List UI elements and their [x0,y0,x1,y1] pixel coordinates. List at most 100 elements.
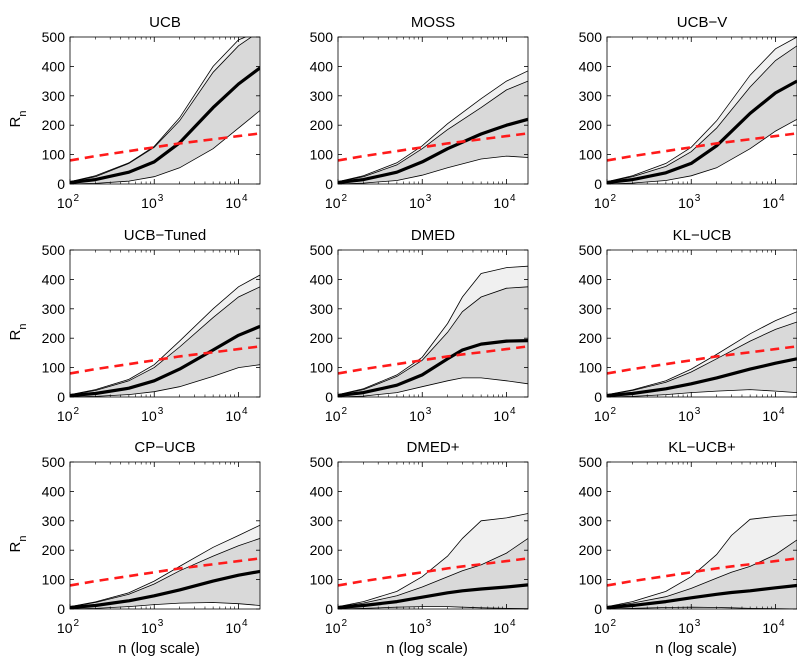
x-tick-label: 103 [141,618,164,636]
quantile-band [338,286,528,397]
x-tick-label: 102 [594,193,617,211]
x-tick-exponent: 2 [74,406,80,417]
y-tick-label: 200 [579,542,603,558]
x-tick-exponent: 2 [342,193,348,204]
line-lower-bound [338,132,528,162]
x-tick-exponent: 3 [158,618,164,629]
plot-area [607,514,797,609]
x-tick-label: 104 [225,618,248,636]
line-q-lo [607,389,797,397]
y-tick-label: 0 [57,601,65,617]
y-tick-label: 300 [42,513,66,529]
plot-area [607,37,797,184]
line-mean-regret [338,117,528,184]
axes-frame [337,249,529,398]
y-tick-label: 100 [310,572,334,588]
line-lower-bound [338,345,528,375]
y-tick-label: 300 [310,513,334,529]
x-tick-exponent: 4 [779,193,785,204]
axes-frame [69,36,261,185]
y-axis-label: Rn [7,536,29,553]
axes-frame [337,36,529,185]
line-lower-bound [607,345,797,375]
x-tick-label: 103 [678,618,701,636]
x-tick-exponent: 3 [426,193,432,204]
x-tick-label: 103 [678,193,701,211]
line-q-hi [70,538,260,607]
axes-frame [606,249,797,398]
y-tick-label: 200 [310,330,334,346]
line-q-hi [70,37,253,182]
y-tick-label: 100 [310,360,334,376]
line-mean-regret [338,583,528,609]
line-mean-regret [607,79,797,184]
panel-dmed: 0 100 200 300 400 500 102 103 104 DMED+ n (log sca… [310,439,529,656]
line-mean-regret [70,569,260,609]
panel-moss: 0 100 200 300 400 500 102 103 104 MOSS [310,14,529,211]
line-max [70,37,247,182]
line-lower-bound [70,132,260,162]
line-q-hi [607,321,797,395]
y-axis-label: Rn [7,111,29,128]
y-tick-label: 400 [579,483,603,499]
line-q-hi [338,80,528,182]
x-tick-exponent: 3 [695,193,701,204]
line-q-lo [338,377,528,397]
y-tick-label: 300 [42,301,66,317]
panel-title: CP−UCB [134,439,195,456]
y-tick-label: 500 [579,454,603,470]
axes-frame [69,249,261,398]
x-tick-label: 104 [493,193,516,211]
y-tick-label: 300 [310,88,334,104]
line-max [338,70,528,182]
outer-band [338,70,528,182]
panel-title: UCB [149,14,181,31]
line-q-lo [70,110,260,184]
y-tick-label: 300 [579,513,603,529]
line-mean-regret [70,324,260,397]
plot-area [70,37,260,184]
x-axis-label: n (log scale) [386,640,468,656]
outer-band [338,266,528,395]
y-tick-label: 100 [579,360,603,376]
x-tick-exponent: 3 [158,193,164,204]
y-tick-label: 200 [579,117,603,133]
plot-area [338,70,528,184]
y-tick-label: 200 [42,542,66,558]
y-tick-label: 400 [42,58,66,74]
y-tick-label: 500 [579,242,603,258]
line-q-hi [338,286,528,395]
y-tick-label: 300 [579,88,603,104]
line-mean-regret [338,339,528,397]
line-mean-regret [607,357,797,397]
y-tick-label: 500 [310,454,334,470]
x-tick-exponent: 2 [611,618,617,629]
outer-band [70,275,260,395]
x-tick-label: 103 [678,406,701,424]
x-axis-label: n (log scale) [655,640,737,656]
y-tick-label: 200 [310,117,334,133]
line-q-lo [70,364,260,397]
line-q-lo [70,602,260,609]
line-max [70,524,260,607]
quantile-band [70,286,260,397]
x-tick-exponent: 4 [242,193,248,204]
y-tick-label: 100 [42,147,66,163]
y-tick-label: 200 [310,542,334,558]
outer-band [338,513,528,607]
x-tick-exponent: 2 [74,193,80,204]
x-tick-label: 104 [493,406,516,424]
y-tick-label: 0 [325,601,333,617]
x-tick-label: 102 [325,193,348,211]
y-tick-label: 500 [42,242,66,258]
plot-area [70,274,260,397]
plot-area [70,524,260,609]
x-tick-exponent: 4 [242,618,248,629]
y-tick-label: 300 [310,301,334,317]
panel-title: MOSS [411,14,455,31]
line-max [70,274,260,395]
line-q-lo [607,118,797,184]
x-tick-label: 102 [57,193,80,211]
x-tick-label: 102 [594,406,617,424]
